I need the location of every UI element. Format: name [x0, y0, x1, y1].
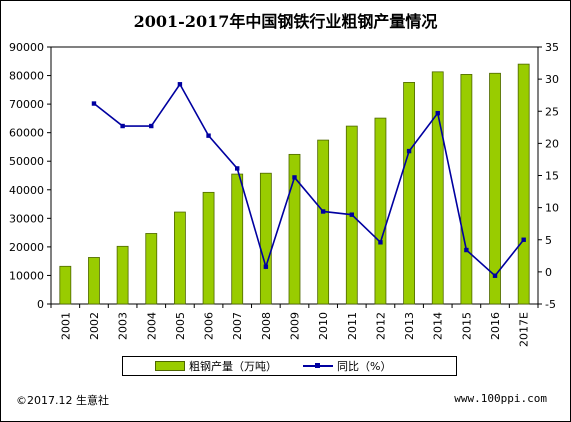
legend-yoy-label: 同比（%） [337, 360, 392, 373]
x-axis-tick-label: 2003 [117, 312, 130, 340]
bar-2012 [374, 117, 387, 305]
yoy-point-2004 [149, 123, 154, 129]
x-axis-tick-label: 2011 [346, 312, 359, 340]
x-axis-tick-label: 2010 [317, 312, 330, 340]
x-axis-tick-label: 2004 [145, 312, 158, 340]
chart-title: 2001-2017年中国钢铁行业粗钢产量情况 [133, 12, 438, 31]
bar-2001 [59, 265, 72, 305]
source-url: www.100ppi.com [454, 392, 547, 405]
right-axis-tick-label: 25 [545, 105, 559, 118]
bar-2003 [116, 245, 129, 305]
right-axis-tick-label: 20 [545, 137, 559, 150]
x-axis-tick-label: 2016 [489, 312, 502, 340]
x-axis-tick-label: 2009 [289, 312, 302, 340]
left-axis-tick-label: 20000 [9, 241, 44, 254]
left-axis-tick-label: 50000 [9, 155, 44, 168]
x-axis-tick-label: 2005 [174, 312, 187, 340]
x-axis-tick-label: 2006 [203, 312, 216, 340]
left-axis-tick-label: 60000 [9, 127, 44, 140]
left-axis-tick-label: 90000 [9, 41, 44, 54]
x-axis-tick-label: 2007 [231, 312, 244, 340]
bar-2007 [231, 173, 244, 305]
left-axis-tick-label: 30000 [9, 212, 44, 225]
yoy-point-2015 [464, 247, 469, 253]
bar-2006 [202, 191, 215, 305]
bar-2009 [288, 153, 301, 305]
copyright-text: ©2017.12 生意社 [16, 394, 109, 407]
right-axis-tick-label: 5 [545, 234, 552, 247]
yoy-point-2006 [206, 133, 211, 138]
right-axis-tick-label: -5 [545, 298, 556, 311]
right-axis-tick-label: 0 [545, 266, 552, 279]
yoy-point-2011 [349, 212, 354, 217]
x-axis-tick-label: 2017E [518, 312, 531, 347]
legend: 粗钢产量（万吨） 同比（%） [122, 356, 457, 376]
right-axis-tick-label: 15 [545, 170, 559, 183]
legend-item-yoy: 同比（%） [303, 358, 391, 374]
right-axis-tick-label: 30 [545, 73, 559, 86]
legend-output-label: 粗钢产量（万吨） [189, 360, 277, 373]
yoy-point-2016 [492, 273, 498, 278]
yoy-point-2014 [435, 110, 440, 116]
left-axis-tick-label: 80000 [9, 70, 44, 83]
yoy-point-2002 [91, 101, 97, 106]
left-axis-tick-label: 40000 [9, 184, 44, 197]
yoy-point-2010 [320, 209, 326, 214]
x-axis-tick-label: 2013 [403, 312, 416, 340]
bar-2017E [517, 63, 530, 305]
bar-2010 [317, 139, 330, 305]
bar-2014 [431, 71, 444, 305]
x-axis-tick-label: 2015 [460, 312, 473, 340]
x-axis-tick-label: 2012 [374, 312, 387, 340]
x-axis-tick-label: 2014 [432, 312, 445, 340]
right-axis-tick-label: 35 [545, 41, 559, 54]
bar-2004 [145, 233, 158, 305]
x-axis-tick-label: 2001 [59, 312, 72, 340]
legend-line-swatch [303, 362, 333, 370]
left-axis-tick-label: 70000 [9, 98, 44, 111]
yoy-point-2012 [378, 240, 383, 245]
legend-item-output: 粗钢产量（万吨） [155, 358, 277, 374]
bar-2005 [174, 211, 186, 305]
yoy-point-2003 [120, 123, 125, 129]
x-axis-tick-label: 2002 [88, 312, 101, 340]
yoy-point-2007 [235, 166, 240, 171]
left-axis-tick-label: 0 [37, 298, 44, 311]
yoy-point-2013 [406, 148, 412, 154]
bar-2002 [88, 257, 100, 305]
bar-2013 [403, 82, 415, 305]
x-axis-tick-label: 2008 [260, 312, 273, 340]
bar-2008 [259, 172, 272, 305]
bar-2016 [489, 72, 501, 305]
yoy-point-2017E [521, 237, 526, 242]
yoy-point-2009 [292, 175, 297, 180]
yoy-point-2008 [263, 264, 269, 269]
right-axis-tick-label: 10 [545, 202, 559, 215]
yoy-point-2005 [177, 82, 183, 87]
legend-bar-swatch [155, 361, 185, 371]
left-axis-tick-label: 10000 [9, 269, 44, 282]
yoy-line [93, 82, 525, 277]
bar-2015 [460, 74, 473, 305]
